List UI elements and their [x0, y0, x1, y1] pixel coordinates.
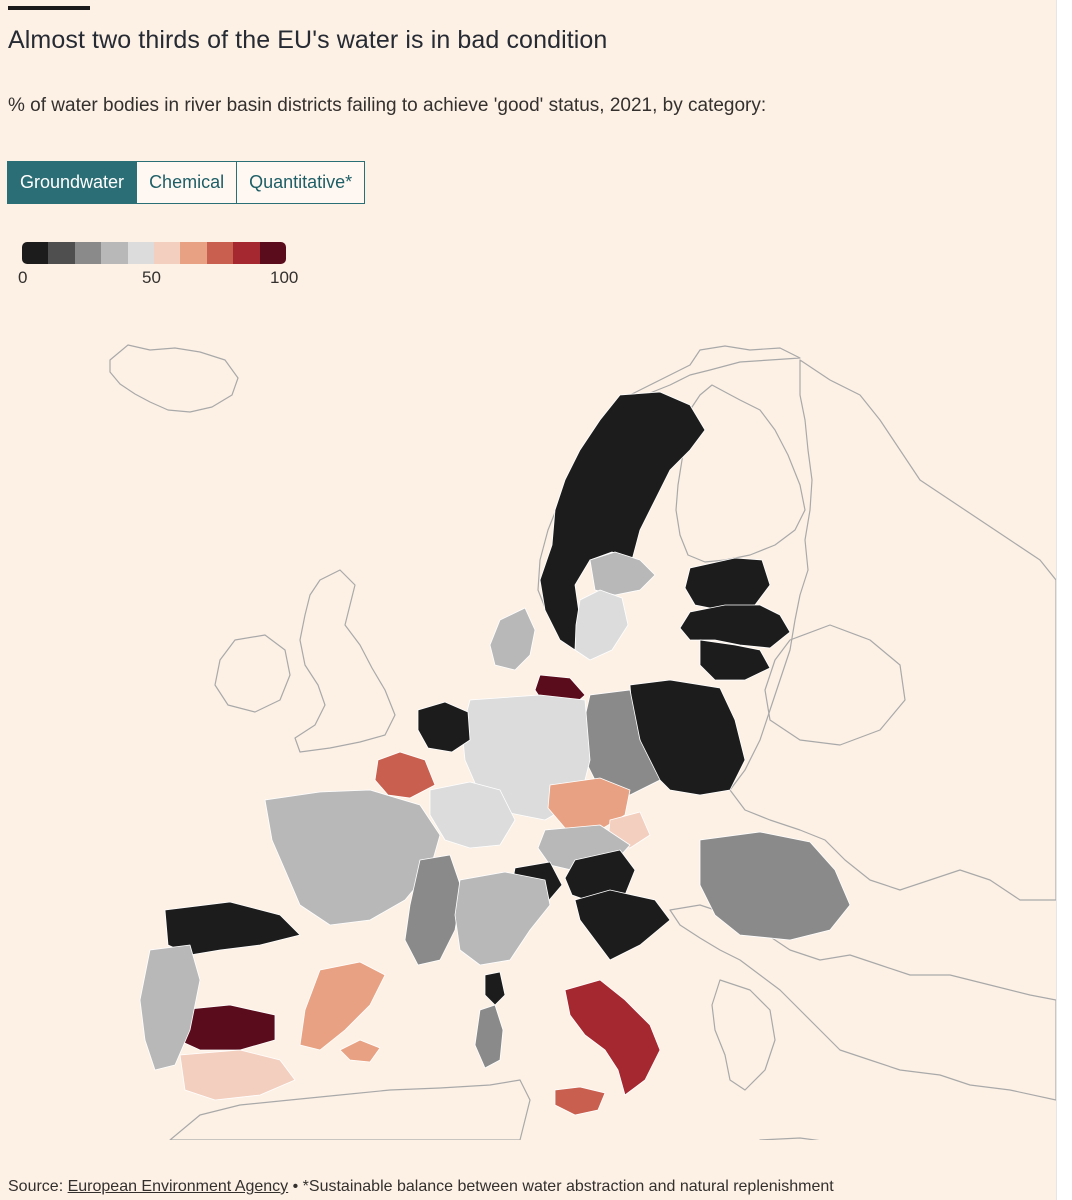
legend-swatch-7: [206, 242, 234, 264]
map-region-3[interactable]: [684, 557, 771, 611]
belarus-outline: [764, 624, 906, 746]
map-region-14[interactable]: [264, 789, 441, 926]
legend-swatch-3: [101, 242, 128, 264]
map-region-26[interactable]: [474, 1004, 504, 1069]
map-region-13[interactable]: [429, 781, 516, 849]
iceland-outline: [109, 344, 239, 413]
legend-swatch-8: [233, 242, 260, 264]
map-region-33[interactable]: [139, 944, 201, 1071]
legend-mid-label: 50: [142, 268, 161, 287]
legend-swatch-6: [180, 242, 207, 264]
ireland-outline: [214, 634, 291, 713]
tab-quantitative[interactable]: Quantitative*: [237, 161, 366, 204]
source-prefix: Source:: [8, 1178, 68, 1195]
map-region-1[interactable]: [589, 551, 656, 596]
finland-outline: [675, 384, 806, 563]
map-region-4[interactable]: [679, 604, 791, 649]
footnote: • *Sustainable balance between water abs…: [288, 1178, 834, 1195]
map-region-32[interactable]: [339, 1039, 381, 1063]
map-region-15[interactable]: [404, 854, 463, 966]
map-region-30[interactable]: [179, 1049, 296, 1101]
eastern-europe-outline: [729, 359, 1056, 901]
tab-groundwater[interactable]: Groundwater: [7, 161, 138, 204]
legend-swatch-0: [22, 242, 49, 264]
map-region-27[interactable]: [484, 971, 506, 1006]
map-region-5[interactable]: [699, 639, 771, 681]
legend-min-label: 0: [18, 268, 28, 287]
crete-outline: [759, 1137, 820, 1140]
source-link[interactable]: European Environment Agency: [67, 1178, 289, 1195]
map-region-0[interactable]: [539, 391, 706, 651]
map-region-2[interactable]: [574, 589, 629, 661]
chart-subtitle: % of water bodies in river basin distric…: [8, 95, 767, 116]
legend-swatch-4: [127, 242, 155, 264]
map-region-12[interactable]: [374, 751, 436, 799]
scrollbar[interactable]: [1056, 0, 1072, 1200]
map-region-22[interactable]: [699, 831, 851, 941]
legend-color-scale: [22, 242, 286, 264]
map-region-25[interactable]: [554, 1086, 606, 1116]
source-footer: Source: European Environment Agency • *S…: [8, 1178, 834, 1196]
legend-swatch-1: [48, 242, 75, 264]
color-legend: 0 50 100: [18, 242, 312, 288]
europe-map: [109, 344, 1056, 1140]
chart-title: Almost two thirds of the EU's water is i…: [8, 26, 608, 54]
category-tabs: Groundwater Chemical Quantitative*: [7, 161, 366, 204]
great-britain-outline: [294, 569, 396, 753]
map-region-24[interactable]: [564, 979, 661, 1096]
greece-outline: [711, 979, 776, 1091]
map-region-11[interactable]: [417, 701, 471, 753]
balkans-outline: [669, 904, 1056, 1101]
map-region-21[interactable]: [574, 889, 671, 961]
map-region-31[interactable]: [299, 961, 386, 1051]
legend-swatch-5: [154, 242, 181, 264]
header-accent-bar: [8, 6, 90, 10]
north-africa-outline: [169, 1079, 531, 1140]
map-region-23[interactable]: [454, 871, 551, 966]
tab-chemical[interactable]: Chemical: [137, 161, 238, 204]
map-region-8[interactable]: [489, 607, 536, 671]
legend-swatch-2: [74, 242, 102, 264]
legend-max-label: 100: [270, 268, 299, 287]
legend-swatch-9: [259, 242, 286, 264]
